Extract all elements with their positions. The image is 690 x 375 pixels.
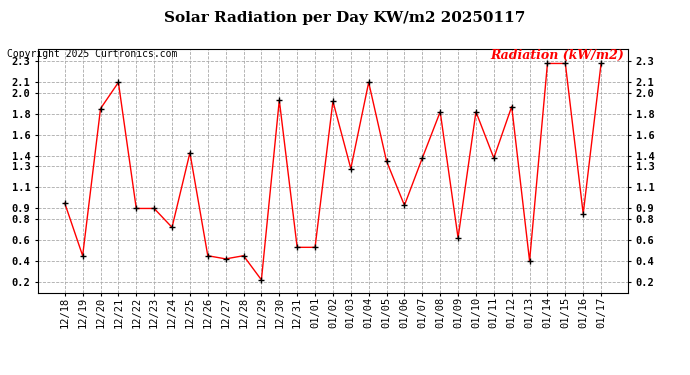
Text: Radiation (kW/m2): Radiation (kW/m2) <box>491 49 624 62</box>
Text: Solar Radiation per Day KW/m2 20250117: Solar Radiation per Day KW/m2 20250117 <box>164 11 526 25</box>
Text: Copyright 2025 Curtronics.com: Copyright 2025 Curtronics.com <box>7 49 177 59</box>
